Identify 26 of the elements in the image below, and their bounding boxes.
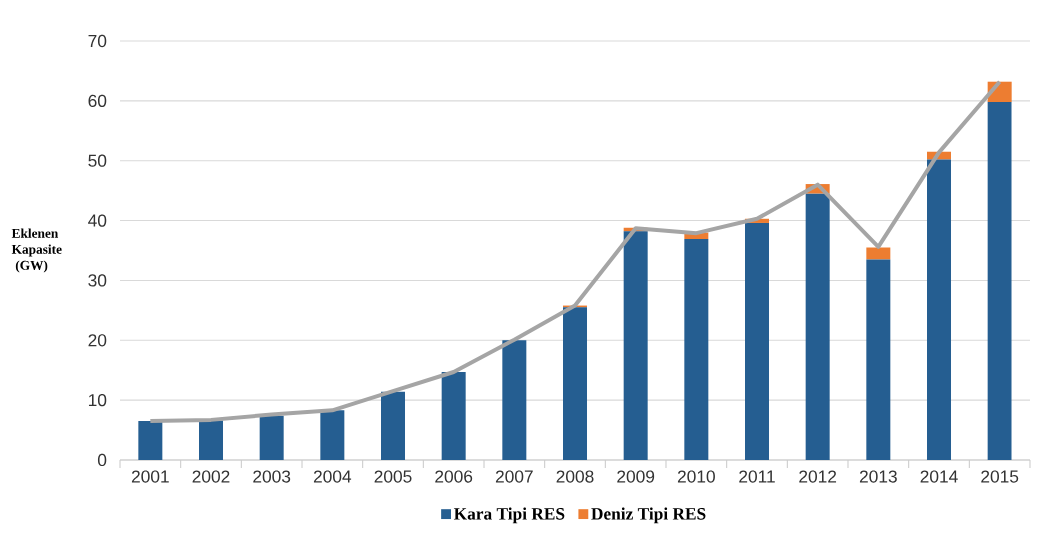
x-tick-label: 2012 bbox=[799, 470, 837, 483]
x-tick-label: 2011 bbox=[739, 470, 775, 483]
x-tick-label: 2007 bbox=[495, 470, 533, 483]
y-tick-label: 30 bbox=[88, 274, 107, 287]
x-tick-label: 2013 bbox=[859, 470, 897, 483]
x-tick-label: 2001 bbox=[131, 470, 169, 483]
x-tick-label: 2005 bbox=[374, 470, 412, 483]
y-tick-label: 70 bbox=[88, 34, 107, 48]
x-tick-label: 2002 bbox=[192, 470, 230, 483]
y-axis-title: Eklenen Kapasite (GW) bbox=[11, 228, 62, 273]
y-tick-label: 50 bbox=[88, 154, 107, 167]
x-tick-label: 2003 bbox=[253, 470, 291, 483]
x-tick-label: 2014 bbox=[920, 470, 958, 483]
y-tick-label: 40 bbox=[88, 214, 107, 227]
x-tick-label: 2006 bbox=[435, 470, 473, 483]
y-tick-label: 60 bbox=[88, 94, 107, 107]
x-tick-label: 2010 bbox=[677, 470, 715, 483]
y-tick-label: 20 bbox=[88, 334, 107, 347]
y-tick-label: 10 bbox=[88, 393, 107, 407]
legend-label: Deniz Tipi RES bbox=[591, 507, 706, 524]
y-tick-label: 0 bbox=[97, 453, 107, 467]
x-tick-label: 2008 bbox=[556, 470, 594, 483]
x-tick-label: 2009 bbox=[617, 470, 655, 483]
x-tick-label: 2004 bbox=[313, 470, 352, 483]
x-tick-label: 2015 bbox=[981, 470, 1019, 483]
legend-label: Kara Tipi RES bbox=[453, 507, 565, 524]
